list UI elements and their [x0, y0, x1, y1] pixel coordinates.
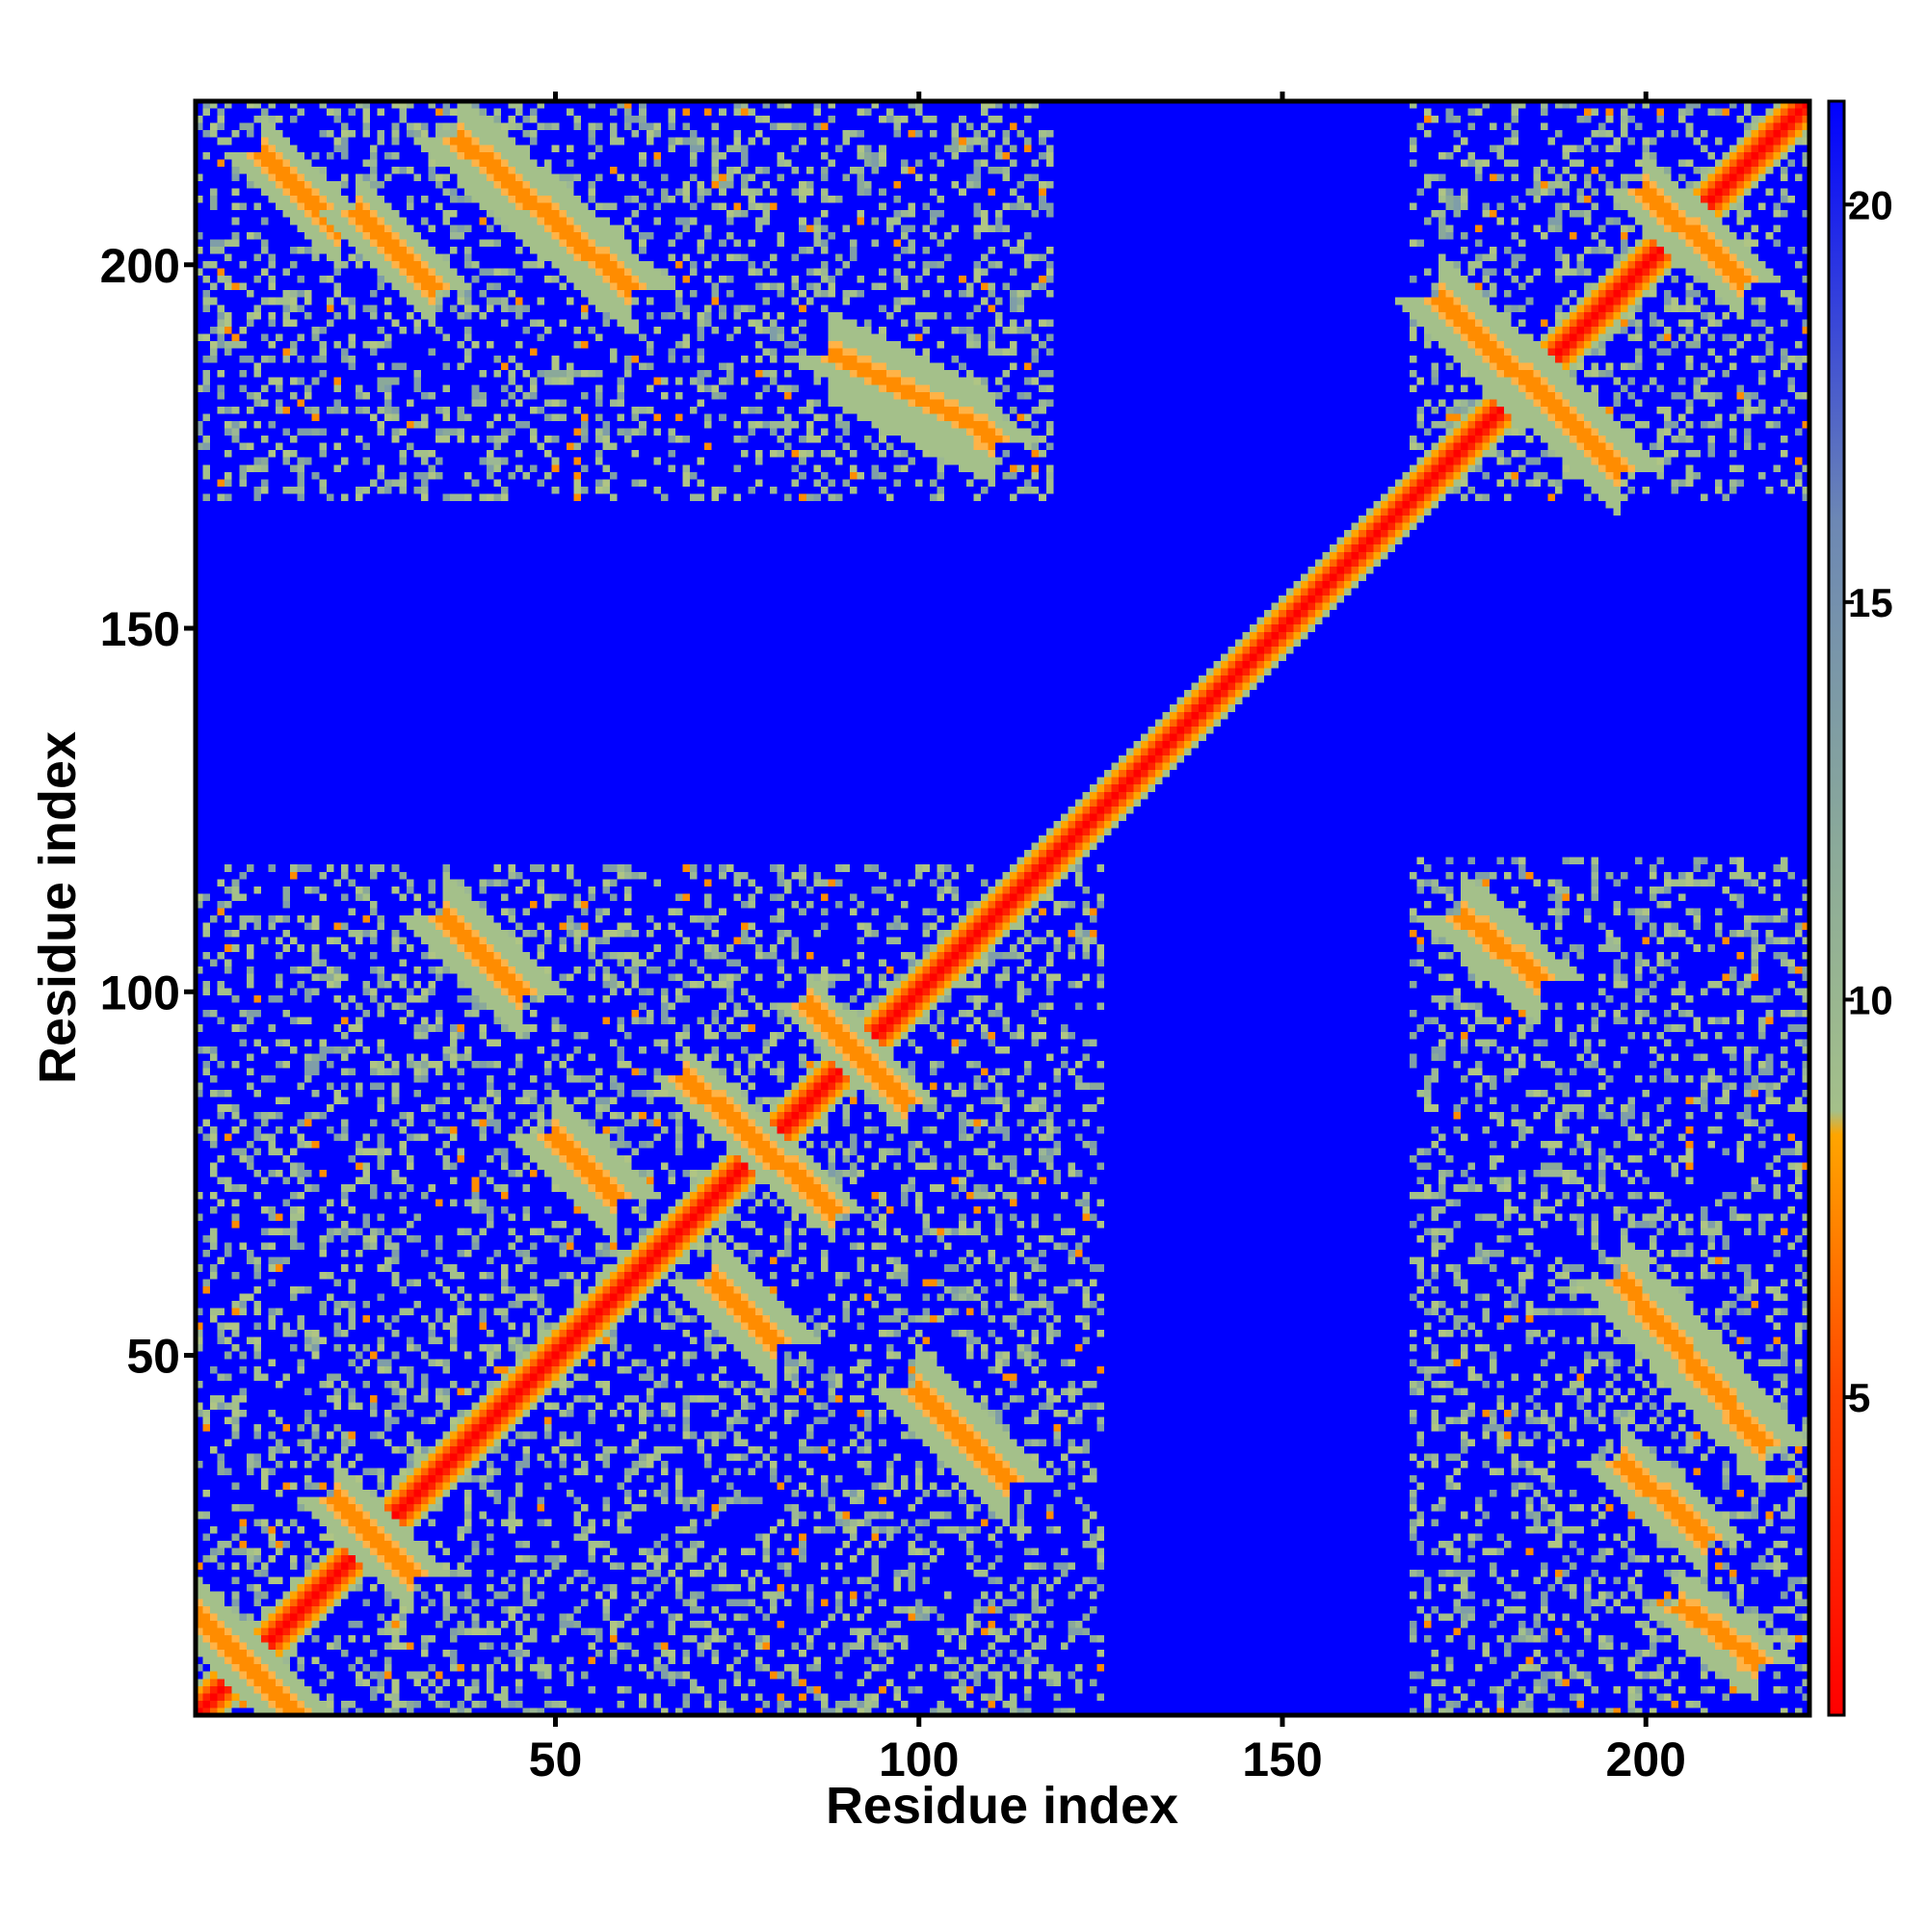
colorbar: 5 10 15 20 [1827, 99, 1893, 1717]
y-tick-label: 50 [126, 1330, 180, 1384]
x-tick-label: 100 [879, 1733, 959, 1786]
colorbar-tick-label: 20 [1848, 182, 1893, 227]
heatmap-cells [196, 101, 1809, 1715]
x-axis-label: Residue index [826, 1777, 1178, 1835]
y-tick-label: 100 [100, 966, 180, 1019]
axes: 50 100 150 200 50 100 150 200 [100, 92, 1686, 1786]
colorbar-tick-label: 15 [1848, 580, 1893, 625]
colorbar-tick-label: 5 [1848, 1375, 1870, 1420]
y-axis-label: Residue index [29, 731, 87, 1084]
x-tick-label: 150 [1242, 1733, 1322, 1786]
y-tick-label: 150 [100, 602, 180, 656]
y-tick-label: 200 [100, 239, 180, 293]
plot-frame [193, 98, 1812, 1718]
colorbar-gradient [1827, 99, 1846, 1717]
x-tick-label: 50 [529, 1733, 583, 1786]
colorbar-tick-label: 10 [1848, 977, 1893, 1022]
x-tick-label: 200 [1606, 1733, 1686, 1786]
heatmap-image [196, 101, 1809, 1715]
